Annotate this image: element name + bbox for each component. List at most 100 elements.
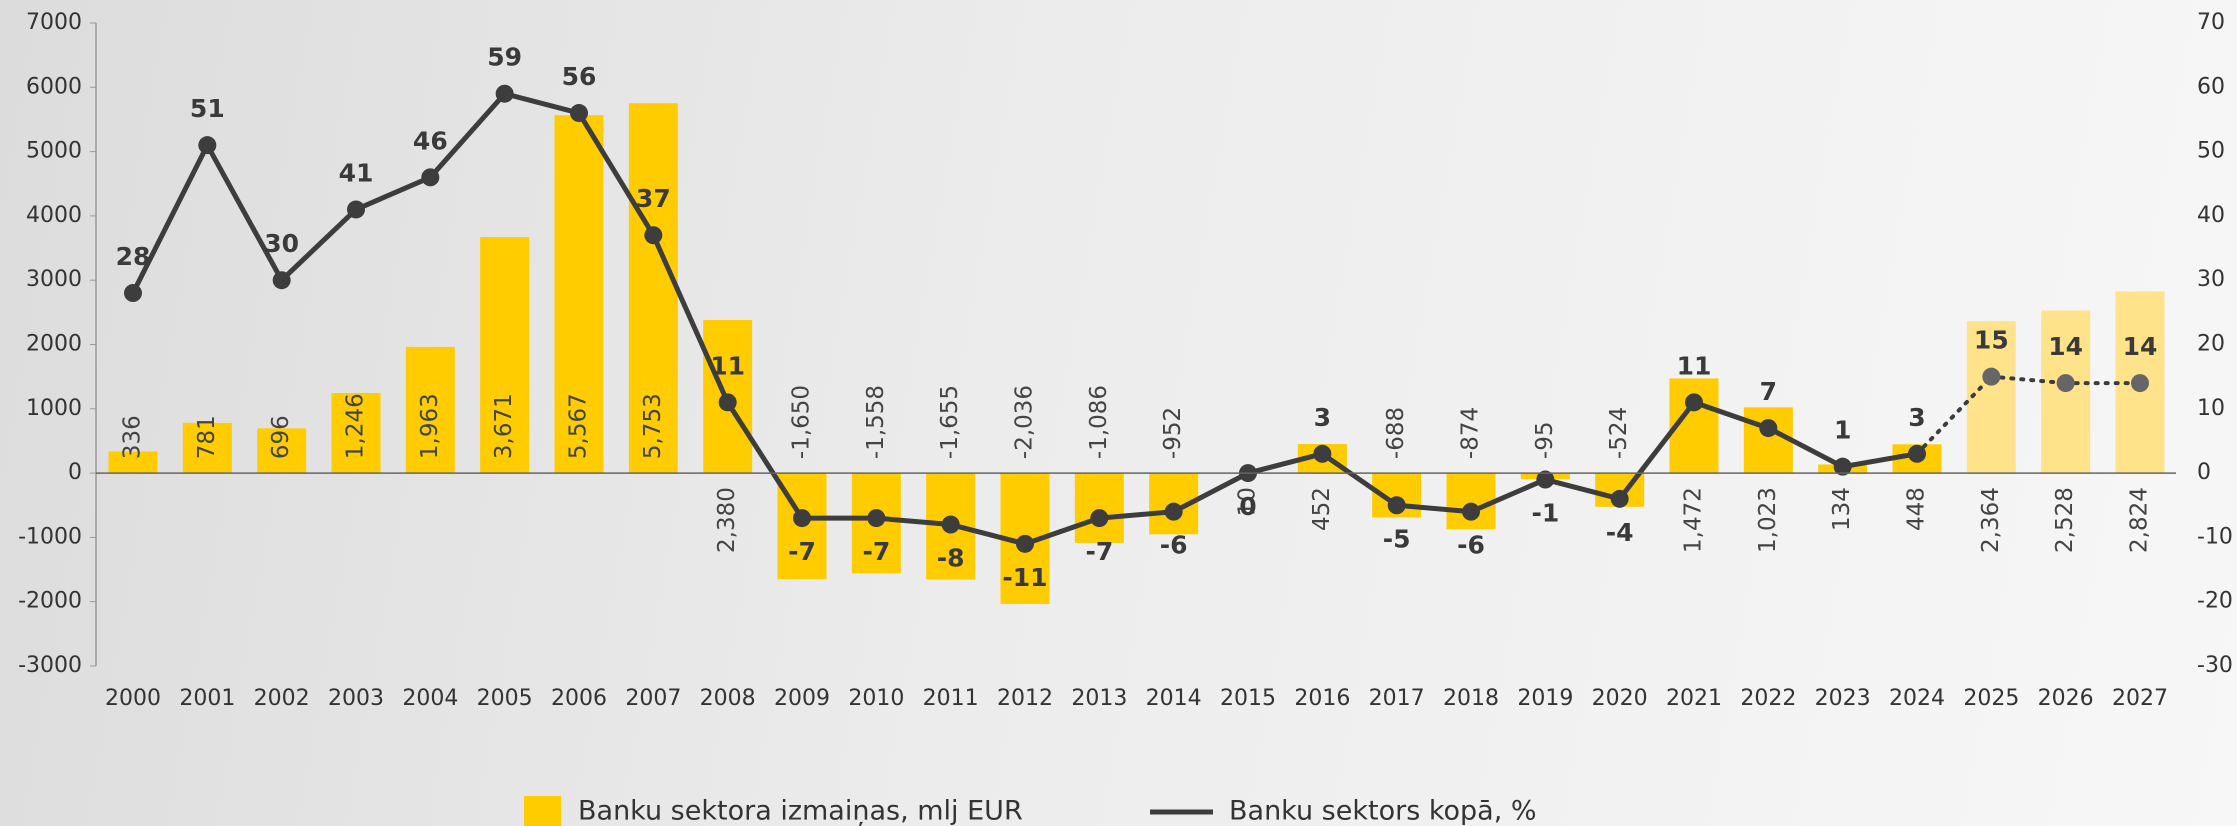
line-value-label: 3 xyxy=(1314,403,1331,432)
bar-value-label: -2,036 xyxy=(1012,385,1038,459)
line-marker xyxy=(1165,503,1183,521)
x-tick-label: 2004 xyxy=(402,686,458,711)
x-tick-label: 2019 xyxy=(1517,686,1573,711)
bar-value-label: 448 xyxy=(1904,487,1930,531)
y2-tick-label: 40 xyxy=(2197,203,2225,228)
y-tick-label: 7000 xyxy=(26,10,82,35)
line-value-label: 51 xyxy=(190,94,225,123)
line-marker xyxy=(644,226,662,244)
bar-value-label: 336 xyxy=(120,415,146,459)
y-tick-label: 1000 xyxy=(26,396,82,421)
bar-value-label: -1,558 xyxy=(863,385,889,459)
y-tick-label: -3000 xyxy=(18,653,82,678)
x-tick-label: 2011 xyxy=(923,686,979,711)
line-value-label: 28 xyxy=(116,242,151,271)
line-value-label: 11 xyxy=(1677,351,1712,380)
line-value-label: 3 xyxy=(1908,403,1925,432)
x-tick-label: 2022 xyxy=(1740,686,1796,711)
x-tick-label: 2012 xyxy=(997,686,1053,711)
line-marker xyxy=(1462,503,1480,521)
bar-value-label: 2,380 xyxy=(714,487,740,553)
line-marker xyxy=(1090,509,1108,527)
line-value-label: 0 xyxy=(1239,492,1256,521)
bar-value-label: -1,655 xyxy=(937,385,963,459)
bar xyxy=(1447,473,1496,529)
line-marker xyxy=(2057,374,2075,392)
line-value-label: -7 xyxy=(1085,537,1113,566)
y2-tick-label: 20 xyxy=(2197,332,2225,357)
y-tick-label: 0 xyxy=(68,460,82,485)
x-tick-label: 2002 xyxy=(254,686,310,711)
x-tick-label: 2021 xyxy=(1666,686,1722,711)
x-tick-label: 2000 xyxy=(105,686,161,711)
x-tick-label: 2009 xyxy=(774,686,830,711)
x-tick-label: 2026 xyxy=(2038,686,2094,711)
line-value-label: 59 xyxy=(487,43,522,72)
line-value-label: -11 xyxy=(1002,563,1047,592)
y-tick-label: -2000 xyxy=(18,589,82,614)
line-value-label: 37 xyxy=(636,184,671,213)
x-tick-label: 2005 xyxy=(477,686,533,711)
line-value-label: -4 xyxy=(1606,518,1634,547)
line-marker xyxy=(198,136,216,154)
line-marker xyxy=(570,104,588,122)
bar-value-label: 1,963 xyxy=(417,393,443,459)
bar-value-label: -95 xyxy=(1532,422,1558,460)
bar-value-label: 3,671 xyxy=(491,393,517,459)
x-tick-label: 2007 xyxy=(625,686,681,711)
y2-tick-label: 60 xyxy=(2197,74,2225,99)
line-value-label: -7 xyxy=(788,537,816,566)
bar xyxy=(1744,407,1793,473)
x-tick-label: 2003 xyxy=(328,686,384,711)
y2-tick-label: 10 xyxy=(2197,396,2225,421)
bar-value-label: -688 xyxy=(1383,407,1409,459)
line-segment xyxy=(505,94,579,113)
line-marker xyxy=(1759,419,1777,437)
bar-value-label: 2,364 xyxy=(1978,487,2004,553)
legend-label: Banku sektors kopā, % xyxy=(1229,796,1537,826)
x-tick-label: 2006 xyxy=(551,686,607,711)
line-value-label: -6 xyxy=(1160,531,1188,560)
line-value-label: 56 xyxy=(562,62,597,91)
line-marker xyxy=(1388,496,1406,514)
line-value-label: 14 xyxy=(2123,332,2158,361)
bar-value-label: -874 xyxy=(1458,407,1484,459)
bar-value-label: 1,472 xyxy=(1681,487,1707,553)
line-marker xyxy=(793,509,811,527)
line-marker xyxy=(421,168,439,186)
y2-tick-label: -10 xyxy=(2197,524,2233,549)
bar-value-label: 5,567 xyxy=(566,393,592,459)
x-tick-label: 2017 xyxy=(1369,686,1425,711)
line-value-label: -5 xyxy=(1383,524,1411,553)
bar-value-label: 452 xyxy=(1309,487,1335,531)
x-tick-label: 2015 xyxy=(1220,686,1276,711)
line-value-label: -8 xyxy=(937,544,965,573)
line-marker xyxy=(2131,374,2149,392)
x-tick-label: 2018 xyxy=(1443,686,1499,711)
bar-value-label: 781 xyxy=(194,415,220,459)
line-value-label: 1 xyxy=(1834,416,1851,445)
line-marker xyxy=(1908,445,1926,463)
line-marker xyxy=(1611,490,1629,508)
line-marker xyxy=(719,393,737,411)
line-marker xyxy=(1685,393,1703,411)
bar-value-label: 2,824 xyxy=(2127,487,2153,553)
x-tick-label: 2010 xyxy=(848,686,904,711)
line-value-label: -6 xyxy=(1457,531,1485,560)
bar-value-label: -1,086 xyxy=(1086,385,1112,459)
y2-tick-label: 30 xyxy=(2197,267,2225,292)
x-tick-label: 2020 xyxy=(1592,686,1648,711)
line-value-label: -7 xyxy=(862,537,890,566)
y2-tick-label: -20 xyxy=(2197,589,2233,614)
x-tick-label: 2001 xyxy=(179,686,235,711)
x-tick-label: 2013 xyxy=(1071,686,1127,711)
line-marker xyxy=(1313,445,1331,463)
y-tick-label: -1000 xyxy=(18,524,82,549)
line-marker xyxy=(273,271,291,289)
y2-tick-label: 50 xyxy=(2197,139,2225,164)
line-value-label: 41 xyxy=(339,158,374,187)
line-value-label: 46 xyxy=(413,126,448,155)
line-marker xyxy=(347,200,365,218)
x-tick-label: 2023 xyxy=(1815,686,1871,711)
y2-tick-label: 0 xyxy=(2197,460,2211,485)
